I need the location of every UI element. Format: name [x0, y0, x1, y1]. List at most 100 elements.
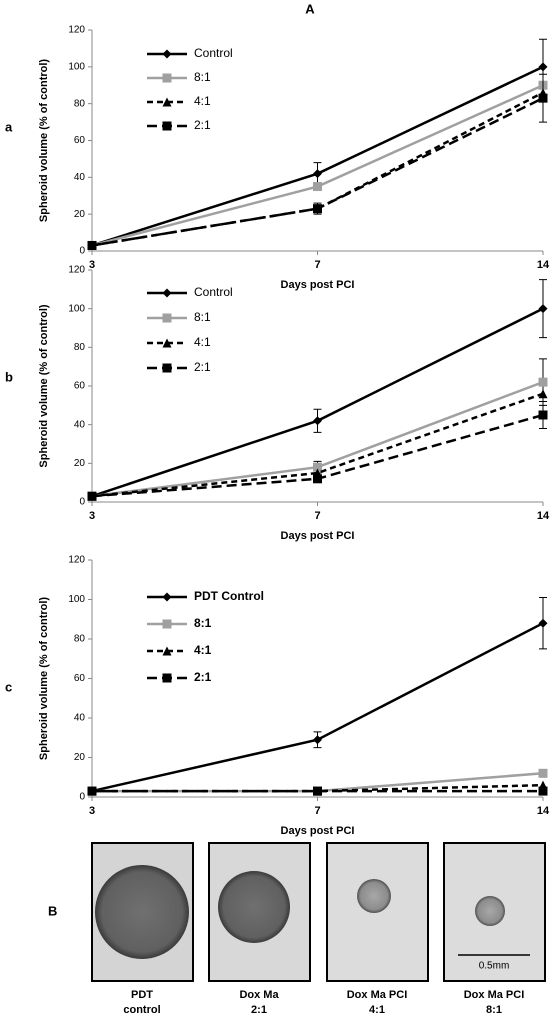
- marker: [313, 169, 322, 179]
- y-tick-label: 0: [79, 792, 85, 803]
- marker: [87, 240, 97, 250]
- figure-title: A: [305, 1, 315, 16]
- x-axis-label: Days post PCI: [281, 279, 355, 291]
- y-tick-label: 120: [68, 265, 85, 276]
- marker: [538, 786, 548, 796]
- legend-marker: [162, 363, 172, 373]
- legend-label: 8:1: [194, 616, 212, 630]
- y-axis-label: Spheroid volume (% of control): [38, 59, 50, 223]
- legend-marker: [162, 121, 172, 131]
- legend-label: Control: [194, 46, 233, 60]
- y-axis-label: Spheroid volume (% of control): [38, 597, 50, 761]
- image-caption: Dox Ma PCI: [464, 989, 525, 1001]
- legend-marker: [162, 49, 172, 59]
- marker: [538, 304, 548, 314]
- marker: [538, 768, 548, 778]
- y-tick-label: 40: [74, 713, 86, 724]
- x-tick-label: 7: [314, 805, 320, 817]
- legend-label: PDT Control: [194, 589, 264, 603]
- legend-marker: [162, 313, 172, 323]
- marker: [313, 204, 322, 214]
- legend-label: 4:1: [194, 643, 212, 657]
- legend-label: 8:1: [194, 310, 211, 324]
- y-tick-label: 100: [68, 303, 85, 314]
- marker: [313, 474, 322, 484]
- y-tick-label: 100: [68, 61, 85, 72]
- y-tick-label: 20: [74, 458, 86, 469]
- y-tick-label: 60: [74, 673, 86, 684]
- marker: [313, 786, 322, 796]
- scale-label: 0.5mm: [479, 961, 510, 972]
- x-tick-label: 3: [89, 510, 95, 522]
- series-line: [91, 622, 544, 793]
- legend-marker: [162, 97, 172, 107]
- y-tick-label: 120: [68, 25, 85, 36]
- marker: [538, 389, 548, 399]
- marker: [538, 377, 548, 387]
- marker: [87, 491, 97, 501]
- y-tick-label: 20: [74, 209, 86, 220]
- legend-label: 8:1: [194, 70, 211, 84]
- legend-marker: [162, 288, 172, 298]
- y-tick-label: 0: [79, 246, 85, 257]
- y-tick-label: 80: [74, 98, 86, 109]
- legend-marker: [162, 338, 172, 348]
- panel-label: b: [5, 369, 13, 384]
- x-tick-label: 7: [314, 259, 320, 271]
- panel-label: c: [5, 679, 12, 694]
- marker: [538, 618, 548, 628]
- x-tick-label: 3: [89, 805, 95, 817]
- spheroid: [475, 896, 505, 926]
- y-tick-label: 60: [74, 135, 86, 146]
- image-caption: PDT: [131, 989, 153, 1001]
- legend-marker: [162, 673, 172, 683]
- y-tick-label: 120: [68, 555, 85, 566]
- y-tick-label: 80: [74, 342, 86, 353]
- x-axis-label: Days post PCI: [281, 825, 355, 837]
- y-tick-label: 60: [74, 381, 86, 392]
- image-caption: Dox Ma: [239, 989, 279, 1001]
- marker: [538, 93, 548, 103]
- legend-marker: [162, 73, 172, 83]
- legend-label: 4:1: [194, 335, 211, 349]
- x-tick-label: 7: [314, 510, 320, 522]
- y-tick-label: 40: [74, 419, 86, 430]
- legend-marker: [162, 592, 172, 602]
- legend-label: 2:1: [194, 670, 212, 684]
- x-axis-label: Days post PCI: [281, 530, 355, 542]
- image-caption: 2:1: [251, 1004, 267, 1016]
- x-tick-label: 14: [537, 510, 550, 522]
- panel-label: B: [48, 903, 57, 918]
- image-caption: control: [123, 1004, 160, 1016]
- image-caption: Dox Ma PCI: [347, 989, 408, 1001]
- series-line: [91, 65, 544, 247]
- marker: [87, 786, 97, 796]
- image-caption: 4:1: [369, 1004, 385, 1016]
- legend-label: 2:1: [194, 118, 211, 132]
- spheroid: [218, 871, 290, 943]
- series-line: [91, 392, 544, 498]
- x-tick-label: 3: [89, 259, 95, 271]
- legend-label: Control: [194, 285, 233, 299]
- marker: [313, 735, 322, 745]
- marker: [313, 462, 322, 472]
- legend-marker: [162, 646, 172, 656]
- x-tick-label: 14: [537, 805, 550, 817]
- legend-label: 4:1: [194, 94, 211, 108]
- panel-label: a: [5, 119, 13, 134]
- marker: [538, 62, 548, 72]
- marker: [313, 182, 322, 192]
- spheroid: [95, 865, 189, 959]
- x-tick-label: 14: [537, 259, 550, 271]
- y-tick-label: 40: [74, 172, 86, 183]
- y-tick-label: 100: [68, 594, 85, 605]
- y-tick-label: 80: [74, 634, 86, 645]
- y-tick-label: 0: [79, 497, 85, 508]
- y-axis-label: Spheroid volume (% of control): [38, 304, 50, 468]
- y-tick-label: 20: [74, 752, 86, 763]
- image-caption: 8:1: [486, 1004, 502, 1016]
- marker: [313, 416, 322, 426]
- spheroid: [357, 879, 391, 913]
- marker: [538, 410, 548, 420]
